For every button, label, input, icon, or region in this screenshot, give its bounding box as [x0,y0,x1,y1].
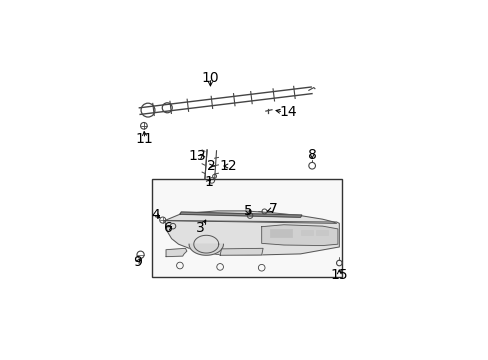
Text: 1: 1 [203,175,212,189]
Text: 4: 4 [151,207,160,221]
Text: 10: 10 [201,71,219,85]
Text: 13: 13 [188,149,206,163]
Text: 9: 9 [133,255,142,269]
Polygon shape [164,221,339,255]
Bar [152,179,342,278]
Text: 8: 8 [307,148,316,162]
Text: 15: 15 [330,268,347,282]
Text: 7: 7 [268,202,277,216]
Polygon shape [180,212,301,217]
Text: 12: 12 [219,159,237,173]
Bar [269,229,292,237]
Bar [300,230,312,235]
Polygon shape [189,244,223,255]
Polygon shape [261,225,337,246]
Text: 11: 11 [136,132,153,146]
Text: 2: 2 [207,159,216,173]
Text: 14: 14 [279,105,296,119]
Text: 3: 3 [195,221,204,235]
Text: 6: 6 [163,221,172,235]
Bar [315,230,327,235]
Polygon shape [220,248,263,255]
Polygon shape [164,211,336,223]
Polygon shape [166,248,186,257]
Text: 5: 5 [243,204,252,218]
